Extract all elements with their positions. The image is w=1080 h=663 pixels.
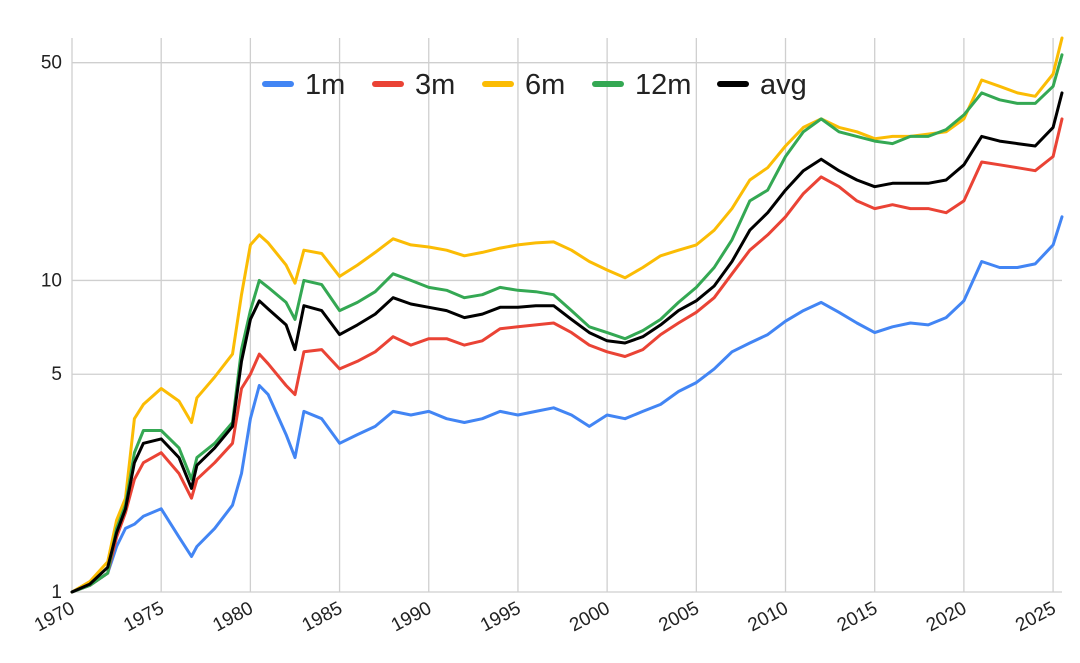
x-axis-tick-labels: 1970 1975 1980 1985 1990 1995 2000 2005 2010 2015… xyxy=(31,598,1059,636)
y-gridlines xyxy=(72,62,1062,593)
x-tick-label: 2020 xyxy=(923,598,970,636)
x-tick-label: 2010 xyxy=(745,598,792,636)
legend-label: avg xyxy=(760,69,807,101)
y-tick-label: 50 xyxy=(41,53,62,74)
y-tick-label: 5 xyxy=(51,364,62,385)
x-tick-label: 1985 xyxy=(299,598,346,636)
x-gridlines xyxy=(71,38,1054,592)
x-tick-label: 2000 xyxy=(566,598,613,636)
legend-item-1m: 1m xyxy=(262,69,345,101)
x-tick-label: 1990 xyxy=(388,598,435,636)
legend: 1m 3m 6m 12m avg xyxy=(262,69,807,101)
legend-item-12m: 12m xyxy=(592,69,691,101)
legend-label: 1m xyxy=(305,69,345,101)
x-tick-label: 1995 xyxy=(477,598,524,636)
legend-item-6m: 6m xyxy=(482,69,565,101)
legend-label: 12m xyxy=(635,69,691,101)
series-line-avg xyxy=(70,91,1064,594)
series-line-1m xyxy=(70,215,1064,594)
series-lines xyxy=(70,36,1064,594)
legend-label: 3m xyxy=(415,69,455,101)
legend-item-3m: 3m xyxy=(372,69,455,101)
x-tick-label: 2015 xyxy=(834,598,881,636)
legend-label: 6m xyxy=(525,69,565,101)
x-tick-label: 1980 xyxy=(210,598,257,636)
y-axis-tick-labels: 1 5 10 50 xyxy=(41,53,62,603)
x-tick-label: 1970 xyxy=(31,598,78,636)
y-tick-label: 1 xyxy=(51,582,62,603)
legend-item-avg: avg xyxy=(717,69,807,101)
x-tick-label: 2025 xyxy=(1012,598,1059,636)
x-tick-label: 1975 xyxy=(120,598,167,636)
x-tick-label: 2005 xyxy=(655,598,702,636)
y-tick-label: 10 xyxy=(41,270,62,291)
